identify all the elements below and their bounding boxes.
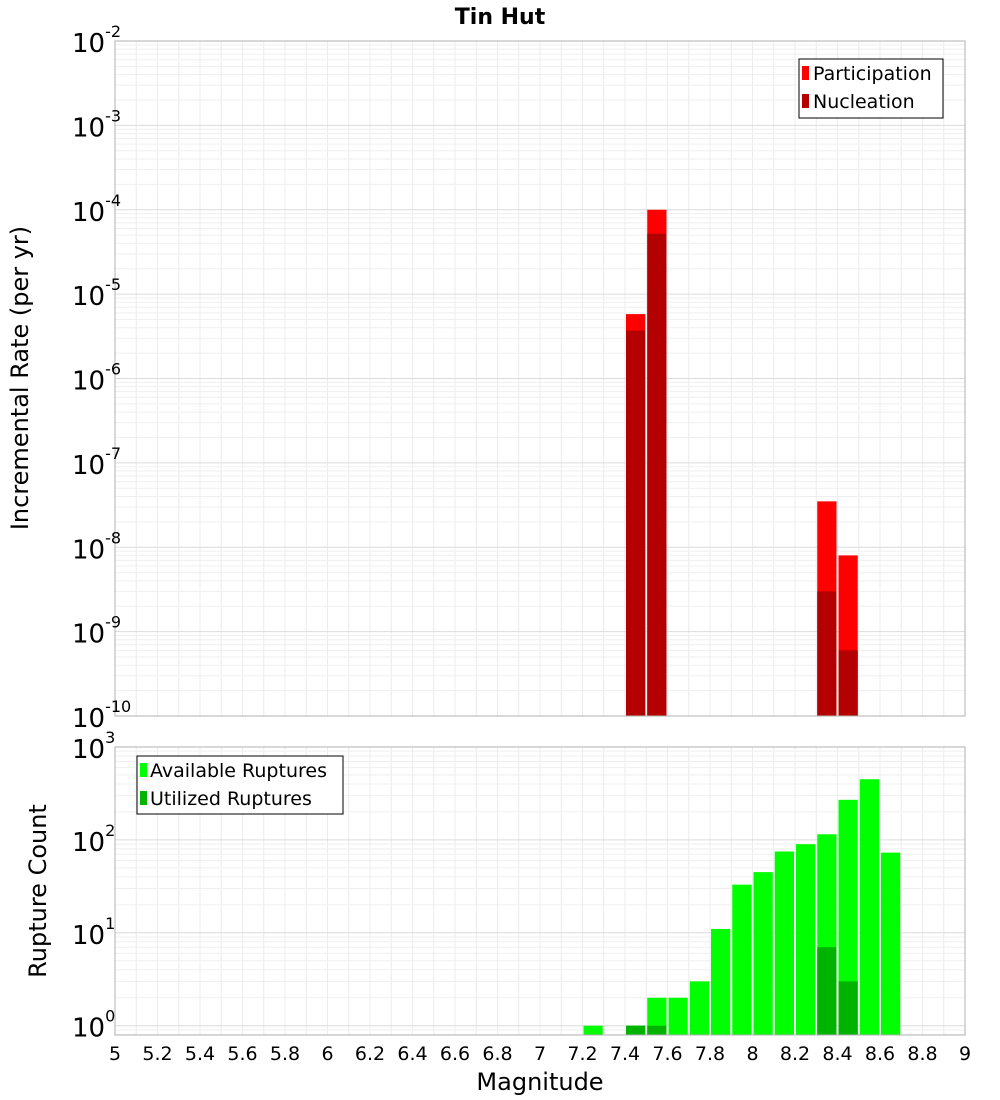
bar-available-ruptures [838, 799, 858, 1035]
x-tick-label: 7.4 [610, 1043, 640, 1065]
x-tick-label: 8 [746, 1043, 758, 1065]
bar-available-ruptures [668, 997, 688, 1035]
x-tick-label: 7.8 [695, 1043, 725, 1065]
y-tick-label: 102 [72, 821, 115, 858]
top-y-ticks: 10-10 10-9 10-8 10-7 10-6 10-5 10-4 10-3 10-2 [72, 22, 131, 734]
bottom-panel: 100 101 102 103 5 5.2 5.4 5.6 5.8 6 6.2 6.4 6.6 6.8 7… [24, 728, 971, 1096]
x-tick-label: 7.6 [652, 1043, 682, 1065]
bottom-legend-box [136, 755, 344, 815]
y-tick-label: 100 [72, 1007, 115, 1044]
legend-swatch-available [140, 763, 147, 777]
bar-available-ruptures [881, 852, 901, 1035]
bar-nucleation [838, 650, 858, 716]
legend-swatch-nucleation [802, 94, 809, 108]
top-legend: Participation Nucleation [798, 58, 944, 119]
y-tick-label: 10-3 [72, 106, 121, 143]
x-tick-label: 6.2 [355, 1043, 385, 1065]
y-tick-label: 10-2 [72, 22, 121, 59]
top-plot-border [114, 40, 966, 717]
y-tick-label: 10-8 [72, 528, 121, 565]
legend-label-participation: Participation [813, 63, 932, 85]
y-tick-label: 10-5 [72, 275, 121, 312]
bottom-legend: Available Ruptures Utilized Ruptures [136, 755, 344, 815]
bar-nucleation [647, 233, 667, 716]
top-bars [626, 209, 858, 716]
x-axis-label: Magnitude [476, 1068, 603, 1096]
y-tick-label: 10-7 [72, 444, 121, 481]
bottom-plot-border [114, 746, 966, 1036]
bar-nucleation [817, 591, 837, 716]
x-tick-label: 6 [321, 1043, 333, 1065]
bottom-y-ticks: 100 101 102 103 [72, 728, 115, 1044]
bar-available-ruptures [689, 981, 709, 1035]
x-tick-label: 5.4 [185, 1043, 215, 1065]
top-y-axis-label: Incremental Rate (per yr) [6, 226, 34, 530]
x-tick-label: 8.6 [865, 1043, 895, 1065]
legend-label-available: Available Ruptures [150, 760, 327, 782]
top-panel: 10-10 10-9 10-8 10-7 10-6 10-5 10-4 10-3 10-2 In… [6, 22, 966, 734]
x-tick-label: 7.2 [567, 1043, 597, 1065]
legend-swatch-utilized [140, 791, 147, 805]
bar-available-ruptures [583, 1025, 603, 1035]
top-grid [114, 40, 966, 717]
y-tick-label: 101 [72, 914, 115, 951]
x-tick-label: 8.8 [907, 1043, 937, 1065]
y-tick-label: 10-10 [72, 697, 131, 734]
bottom-y-axis-label: Rupture Count [24, 804, 52, 978]
x-tick-label: 8.4 [822, 1043, 852, 1065]
bar-utilized-ruptures [647, 1025, 667, 1035]
x-tick-label: 8.2 [780, 1043, 810, 1065]
bar-available-ruptures [796, 844, 816, 1035]
bar-utilized-ruptures [626, 1025, 646, 1035]
bar-available-ruptures [859, 779, 879, 1035]
chart-title: Tin Hut [455, 5, 546, 30]
x-tick-label: 7 [534, 1043, 546, 1065]
x-tick-label: 6.8 [482, 1043, 512, 1065]
bar-utilized-ruptures [838, 981, 858, 1035]
y-tick-label: 10-6 [72, 360, 121, 397]
y-tick-label: 103 [72, 728, 115, 765]
bottom-bars [583, 779, 901, 1035]
bar-utilized-ruptures [817, 947, 837, 1035]
legend-label-nucleation: Nucleation [813, 91, 915, 113]
legend-swatch-participation [802, 66, 809, 80]
bar-nucleation [626, 330, 646, 716]
x-ticks: 5 5.2 5.4 5.6 5.8 6 6.2 6.4 6.6 6.8 7 7.2 7.4 7.6 7.8 8… [109, 1043, 971, 1065]
x-tick-label: 6.6 [440, 1043, 470, 1065]
y-tick-label: 10-4 [72, 191, 121, 228]
bar-available-ruptures [647, 997, 667, 1035]
legend-label-utilized: Utilized Ruptures [150, 788, 312, 810]
y-tick-label: 10-9 [72, 613, 121, 650]
bar-available-ruptures [732, 884, 752, 1035]
x-tick-label: 5 [109, 1043, 121, 1065]
x-tick-label: 6.4 [397, 1043, 427, 1065]
x-tick-label: 5.6 [227, 1043, 257, 1065]
x-tick-label: 5.2 [142, 1043, 172, 1065]
x-tick-label: 9 [959, 1043, 971, 1065]
bar-available-ruptures [711, 928, 731, 1035]
bar-available-ruptures [753, 872, 773, 1035]
x-tick-label: 5.8 [270, 1043, 300, 1065]
top-legend-box [798, 58, 944, 119]
bar-available-ruptures [774, 851, 794, 1035]
